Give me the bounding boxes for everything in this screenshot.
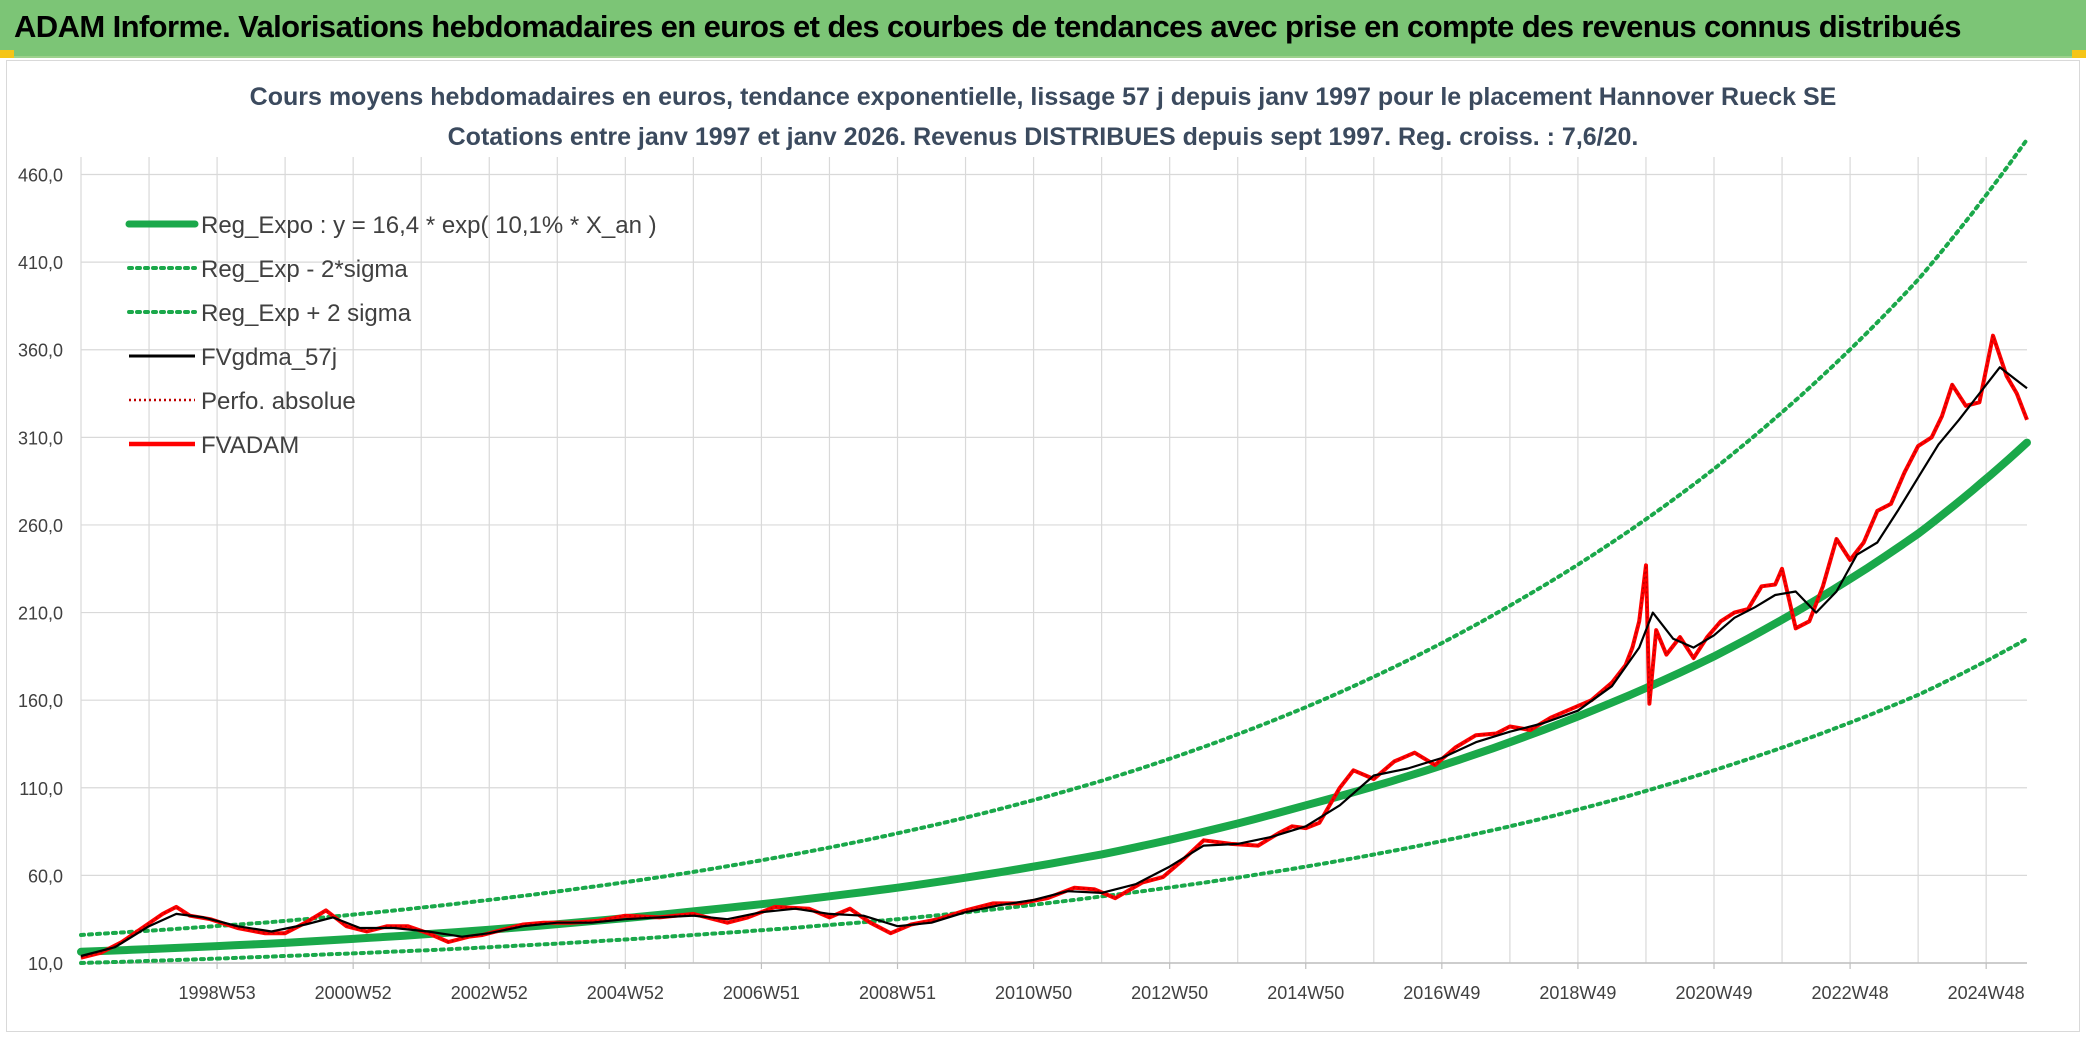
x-tick-label: 2020W49 <box>1675 983 1752 1003</box>
legend-label-fvadam: FVADAM <box>201 432 299 459</box>
corner-mark-left <box>0 50 14 58</box>
gridlines <box>80 157 2027 964</box>
chart-svg: Cours moyens hebdomadaires en euros, ten… <box>18 83 2031 1003</box>
x-tick-label: 2010W50 <box>995 983 1072 1003</box>
y-tick-label: 160,0 <box>18 691 63 711</box>
chart-area: Cours moyens hebdomadaires en euros, ten… <box>6 60 2080 1032</box>
report-banner: ADAM Informe. Valorisations hebdomadaire… <box>0 0 2086 58</box>
legend-label-perfo: Perfo. absolue <box>201 388 356 415</box>
y-tick-label: 260,0 <box>18 516 63 536</box>
perfo-absolue-line <box>80 332 2028 959</box>
chart-title-line-2: Cotations entre janv 1997 et janv 2026. … <box>448 123 1639 151</box>
corner-mark-right <box>2072 50 2086 58</box>
axes: 10,0 60,0 110,0 160,0 210,0 260,0 310,0 360,0 41… <box>18 166 2027 1003</box>
y-tick-label: 310,0 <box>18 428 63 448</box>
x-tick-label: 2000W52 <box>315 983 392 1003</box>
x-tick-label: 2018W49 <box>1539 983 1616 1003</box>
x-tick-label: 2024W48 <box>1948 983 2025 1003</box>
x-tick-label: 1998W53 <box>179 983 256 1003</box>
chart-title-block: Cours moyens hebdomadaires en euros, ten… <box>250 83 1837 151</box>
y-tick-label: 360,0 <box>18 341 63 361</box>
y-tick-label: 410,0 <box>18 253 63 273</box>
reg-exp-plus-2sigma-line <box>79 137 2029 937</box>
reg-expo-line <box>77 438 2031 956</box>
x-tick-label: 2004W52 <box>587 983 664 1003</box>
legend-label-fvgdma: FVgdma_57j <box>201 344 337 371</box>
x-tick-label: 2006W51 <box>723 983 800 1003</box>
legend-label-reg-expo: Reg_Expo : y = 16,4 * exp( 10,1% * X_an … <box>201 212 657 239</box>
plot-series <box>77 137 2031 965</box>
y-tick-label: 210,0 <box>18 604 63 624</box>
legend-label-reg-lower: Reg_Exp - 2*sigma <box>201 256 408 283</box>
legend-label-reg-upper: Reg_Exp + 2 sigma <box>201 300 412 327</box>
legend: Reg_Expo : y = 16,4 * exp( 10,1% * X_an … <box>125 212 657 459</box>
reg-exp-minus-2sigma-line <box>79 636 2029 965</box>
y-tick-label: 110,0 <box>19 779 63 799</box>
x-tick-label: 2008W51 <box>859 983 936 1003</box>
y-tick-label: 460,0 <box>18 166 63 186</box>
banner-title: ADAM Informe. Valorisations hebdomadaire… <box>14 9 1961 44</box>
x-tick-label: 2016W49 <box>1403 983 1480 1003</box>
chart-title-line-1: Cours moyens hebdomadaires en euros, ten… <box>250 83 1837 111</box>
x-tick-label: 2012W50 <box>1131 983 1208 1003</box>
x-tick-label: 2014W50 <box>1267 983 1344 1003</box>
x-tick-label: 2002W52 <box>451 983 528 1003</box>
y-tick-label: 10,0 <box>28 954 63 974</box>
y-tick-label: 60,0 <box>28 866 63 886</box>
fvgdma-57j-line <box>80 366 2028 958</box>
x-tick-label: 2022W48 <box>1812 983 1889 1003</box>
